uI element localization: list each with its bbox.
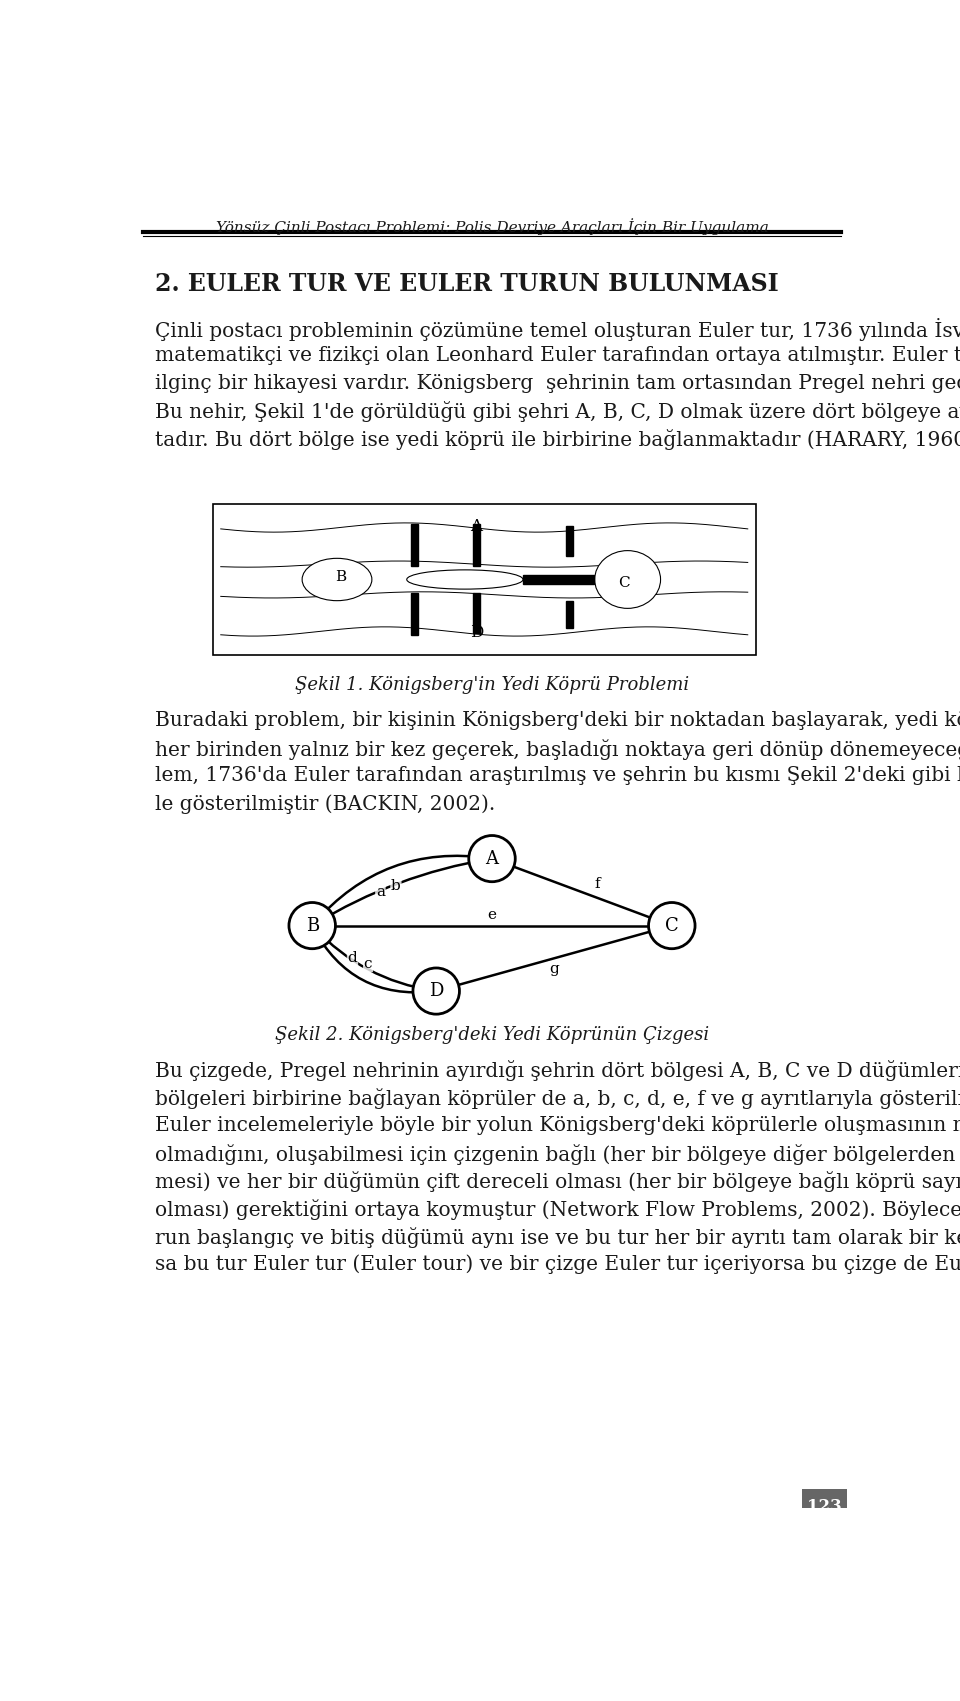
Text: 2. EULER TUR VE EULER TURUN BULUNMASI: 2. EULER TUR VE EULER TURUN BULUNMASI	[155, 272, 779, 296]
Text: le gösterilmiştir (BACKIN, 2002).: le gösterilmiştir (BACKIN, 2002).	[155, 794, 495, 813]
Text: Çinli postacı probleminin çözümüne temel oluşturan Euler tur, 1736 yılında İsviç: Çinli postacı probleminin çözümüne temel…	[155, 318, 960, 342]
Bar	[566, 600, 573, 628]
Text: Euler incelemeleriyle böyle bir yolun Königsberg'deki köprülerle oluşmasının müm: Euler incelemeleriyle böyle bir yolun Kö…	[155, 1116, 960, 1135]
Text: sa bu tur Euler tur (Euler tour) ve bir çizge Euler tur içeriyorsa bu çizge de E: sa bu tur Euler tur (Euler tour) ve bir …	[155, 1254, 960, 1274]
Text: Bu çizgede, Pregel nehrinin ayırdığı şehrin dört bölgesi A, B, C ve D düğümleriy: Bu çizgede, Pregel nehrinin ayırdığı şeh…	[155, 1060, 960, 1082]
FancyArrowPatch shape	[314, 929, 434, 992]
Ellipse shape	[302, 558, 372, 600]
FancyArrowPatch shape	[314, 856, 490, 924]
Text: 123: 123	[807, 1499, 842, 1516]
Ellipse shape	[594, 551, 660, 609]
Text: B: B	[335, 570, 347, 583]
Circle shape	[649, 903, 695, 949]
Bar	[411, 524, 419, 566]
Text: Bu nehir, Şekil 1'de görüldüğü gibi şehri A, B, C, D olmak üzere dört bölgeye ay: Bu nehir, Şekil 1'de görüldüğü gibi şehr…	[155, 401, 960, 422]
Text: mesi) ve her bir düğümün çift dereceli olması (her bir bölgeye bağlı köprü sayıs: mesi) ve her bir düğümün çift dereceli o…	[155, 1172, 960, 1192]
Text: A: A	[486, 849, 498, 868]
Bar	[802, 1490, 847, 1507]
Text: Şekil 1. Königsberg'in Yedi Köprü Problemi: Şekil 1. Königsberg'in Yedi Köprü Proble…	[295, 675, 689, 694]
Text: matematikçi ve fizikçi olan Leonhard Euler tarafından ortaya atılmıştır. Euler t: matematikçi ve fizikçi olan Leonhard Eul…	[155, 345, 960, 364]
Ellipse shape	[407, 570, 523, 589]
Circle shape	[468, 835, 516, 881]
Bar	[566, 526, 573, 556]
Text: run başlangıç ve bitiş düğümü aynı ise ve bu tur her bir ayrıtı tam olarak bir k: run başlangıç ve bitiş düğümü aynı ise v…	[155, 1226, 960, 1247]
Text: olması) gerektiğini ortaya koymuştur (Network Flow Problems, 2002). Böylece, bir: olması) gerektiğini ortaya koymuştur (Ne…	[155, 1199, 960, 1220]
Text: Şekil 2. Königsberg'deki Yedi Köprünün Çizgesi: Şekil 2. Königsberg'deki Yedi Köprünün Ç…	[275, 1026, 709, 1044]
FancyArrowPatch shape	[315, 859, 490, 924]
Bar	[472, 594, 480, 633]
Circle shape	[289, 903, 335, 949]
Text: A: A	[470, 519, 483, 536]
Bar	[213, 505, 756, 655]
Text: her birinden yalnız bir kez geçerek, başladığı noktaya geri dönüp dönemeyeceğidi: her birinden yalnız bir kez geçerek, baş…	[155, 738, 960, 760]
Text: Buradaki problem, bir kişinin Königsberg'deki bir noktadan başlayarak, yedi köpr: Buradaki problem, bir kişinin Königsberg…	[155, 711, 960, 730]
Text: lem, 1736'da Euler tarafından araştırılmış ve şehrin bu kısmı Şekil 2'deki gibi : lem, 1736'da Euler tarafından araştırılm…	[155, 765, 960, 786]
Text: olmadığını, oluşabilmesi için çizgenin bağlı (her bir bölgeye diğer bölgelerden : olmadığını, oluşabilmesi için çizgenin b…	[155, 1143, 960, 1165]
Text: D: D	[469, 624, 483, 641]
Text: tadır. Bu dört bölge ise yedi köprü ile birbirine bağlanmaktadır (HARARY, 1960).: tadır. Bu dört bölge ise yedi köprü ile …	[155, 429, 960, 451]
Text: g: g	[549, 963, 559, 976]
Text: C: C	[618, 577, 630, 590]
Text: D: D	[429, 981, 444, 1000]
Text: b: b	[391, 879, 400, 893]
Text: f: f	[594, 878, 600, 891]
Text: Yönsüz Çinli Postacı Problemi: Polis Devriye Araçları İçin Bir Uygulama: Yönsüz Çinli Postacı Problemi: Polis Dev…	[216, 218, 768, 235]
Circle shape	[413, 968, 460, 1014]
Bar	[472, 524, 480, 566]
Text: bölgeleri birbirine bağlayan köprüler de a, b, c, d, e, f ve g ayrıtlarıyla göst: bölgeleri birbirine bağlayan köprüler de…	[155, 1089, 960, 1109]
Bar	[523, 575, 594, 583]
Text: ilginç bir hikayesi vardır. Königsberg  şehrinin tam ortasından Pregel nehri geç: ilginç bir hikayesi vardır. Königsberg ş…	[155, 374, 960, 393]
Text: d: d	[348, 951, 357, 966]
Text: C: C	[665, 917, 679, 934]
Text: a: a	[376, 885, 385, 900]
Text: e: e	[488, 908, 496, 922]
Text: B: B	[305, 917, 319, 934]
Text: c: c	[364, 958, 372, 971]
Bar	[411, 594, 419, 634]
FancyArrowPatch shape	[314, 927, 434, 990]
